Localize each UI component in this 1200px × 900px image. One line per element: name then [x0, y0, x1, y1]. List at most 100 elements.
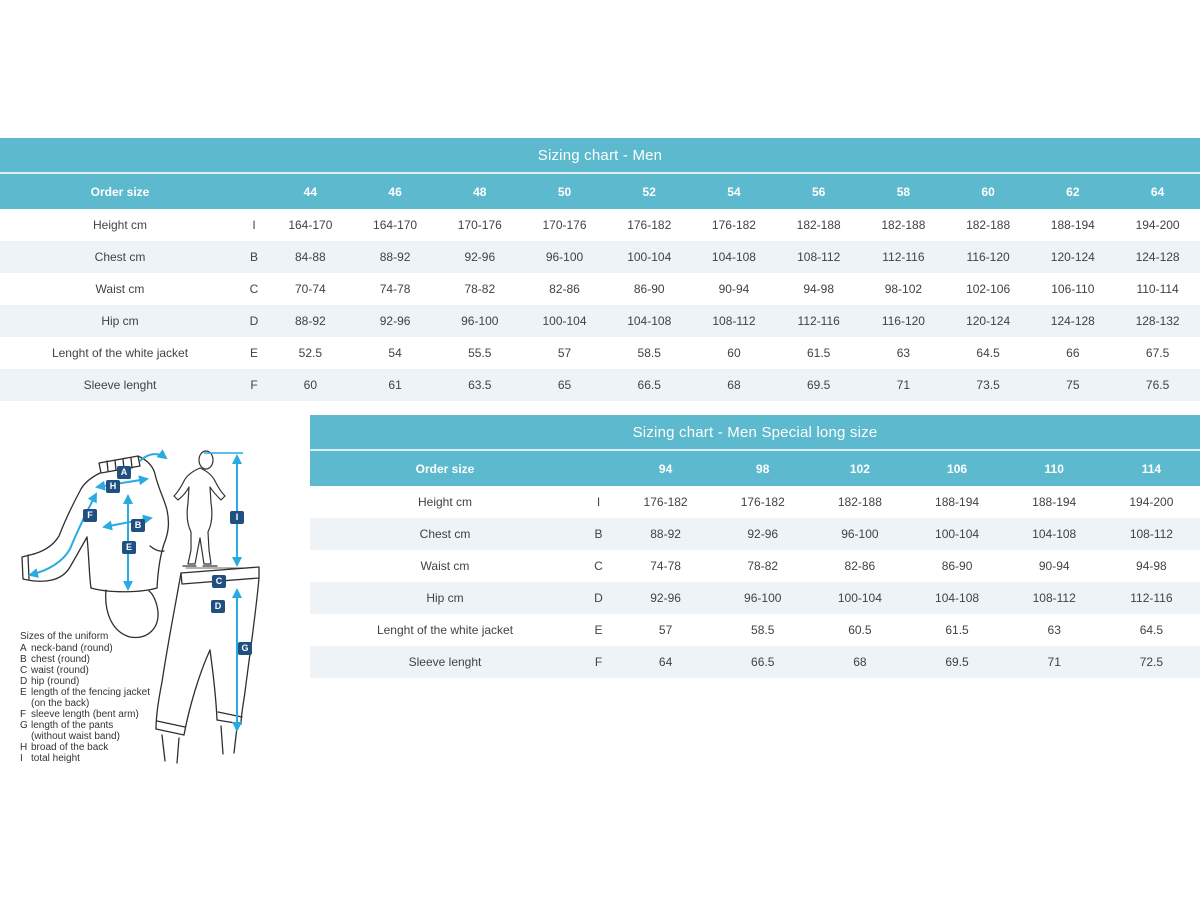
size-value-cell: 112-116 [1102, 582, 1200, 614]
measure-marker-h: H [106, 480, 120, 493]
legend-text: chest (round) [31, 654, 90, 665]
size-value-cell: 58.5 [606, 337, 692, 369]
row-letter: B [240, 241, 268, 273]
size-value-cell: 66 [1030, 337, 1116, 369]
size-value-cell: 82-86 [522, 273, 607, 305]
size-value-cell: 116-120 [861, 305, 946, 337]
legend-letter: D [20, 676, 28, 687]
size-value-cell: 176-182 [606, 209, 692, 241]
size-value-cell: 57 [522, 337, 607, 369]
measure-marker-g: G [238, 642, 252, 655]
size-value-cell: 68 [811, 646, 909, 678]
size-value-cell: 60 [691, 337, 777, 369]
legend-letter: H [20, 742, 28, 753]
size-value-cell: 52.5 [268, 337, 353, 369]
size-value-cell: 164-170 [352, 209, 438, 241]
size-value-cell: 194-200 [1102, 486, 1200, 518]
row-letter: B [580, 518, 617, 550]
size-value-cell: 164-170 [268, 209, 353, 241]
legend-text: hip (round) [31, 676, 80, 687]
legend-text: broad of the back [31, 742, 109, 753]
row-label: Hip cm [0, 305, 240, 337]
size-value-cell: 108-112 [776, 241, 862, 273]
measure-marker-f: F [83, 509, 97, 522]
size-column-header: 54 [691, 174, 777, 209]
size-value-cell: 92-96 [617, 582, 715, 614]
legend-text: (without waist band) [31, 731, 120, 742]
legend-letter: C [20, 665, 28, 676]
sizing-chart-men-table: Sizing chart - Men Order size 44 46 48 50 52 54… [0, 138, 1200, 401]
size-value-cell: 100-104 [811, 582, 909, 614]
size-column-header: 106 [908, 451, 1006, 486]
size-value-cell: 100-104 [606, 241, 692, 273]
row-label: Chest cm [310, 518, 580, 550]
size-value-cell: 194-200 [1115, 209, 1200, 241]
row-label: Hip cm [310, 582, 580, 614]
size-value-cell: 188-194 [1030, 209, 1116, 241]
size-value-cell: 120-124 [945, 305, 1031, 337]
size-value-cell: 182-188 [776, 209, 862, 241]
size-column-header: 52 [606, 174, 692, 209]
size-column-header: 110 [1005, 451, 1103, 486]
size-value-cell: 104-108 [908, 582, 1006, 614]
size-value-cell: 88-92 [352, 241, 438, 273]
size-column-header: 58 [861, 174, 946, 209]
size-column-header: 102 [811, 451, 909, 486]
size-value-cell: 104-108 [606, 305, 692, 337]
row-label: Height cm [0, 209, 240, 241]
row-letter: I [580, 486, 617, 518]
table-title: Sizing chart - Men Special long size [310, 415, 1200, 451]
legend-text: (on the back) [31, 698, 90, 709]
size-column-header: 64 [1115, 174, 1200, 209]
size-value-cell: 94-98 [776, 273, 862, 305]
size-value-cell: 188-194 [1005, 486, 1103, 518]
size-value-cell: 65 [522, 369, 607, 401]
size-value-cell: 110-114 [1115, 273, 1200, 305]
size-value-cell: 102-106 [945, 273, 1031, 305]
size-value-cell: 94-98 [1102, 550, 1200, 582]
legend-item-continuation: (on the back) [20, 698, 240, 709]
row-label: Chest cm [0, 241, 240, 273]
size-column-header: 98 [714, 451, 812, 486]
size-value-cell: 108-112 [1102, 518, 1200, 550]
jacket-outline [21, 455, 170, 639]
size-value-cell: 76.5 [1115, 369, 1200, 401]
size-value-cell: 88-92 [617, 518, 715, 550]
size-value-cell: 182-188 [811, 486, 909, 518]
size-value-cell: 112-116 [861, 241, 946, 273]
size-value-cell: 54 [352, 337, 438, 369]
measure-marker-d: D [211, 600, 225, 613]
size-value-cell: 182-188 [861, 209, 946, 241]
size-column-header: 60 [945, 174, 1031, 209]
legend-letter: I [20, 753, 23, 764]
measure-marker-i: I [230, 511, 244, 524]
size-value-cell: 60 [268, 369, 353, 401]
row-letter: F [580, 646, 617, 678]
row-letter: D [580, 582, 617, 614]
size-value-cell: 176-182 [691, 209, 777, 241]
size-value-cell: 104-108 [1005, 518, 1103, 550]
row-letter: E [580, 614, 617, 646]
size-column-header: 114 [1102, 451, 1200, 486]
legend-letter: E [20, 687, 27, 698]
order-size-header: Order size [0, 174, 240, 209]
size-value-cell: 92-96 [437, 241, 523, 273]
size-value-cell: 98-102 [861, 273, 946, 305]
size-value-cell: 74-78 [617, 550, 715, 582]
size-value-cell: 96-100 [437, 305, 523, 337]
letter-column-header [580, 451, 617, 486]
size-value-cell: 86-90 [606, 273, 692, 305]
legend-text: length of the fencing jacket [31, 687, 150, 698]
size-value-cell: 120-124 [1030, 241, 1116, 273]
legend-letter: G [20, 720, 28, 731]
size-value-cell: 64.5 [1102, 614, 1200, 646]
row-letter: D [240, 305, 268, 337]
size-value-cell: 63 [861, 337, 946, 369]
size-value-cell: 88-92 [268, 305, 353, 337]
size-value-cell: 68 [691, 369, 777, 401]
size-value-cell: 84-88 [268, 241, 353, 273]
size-column-header: 94 [617, 451, 715, 486]
